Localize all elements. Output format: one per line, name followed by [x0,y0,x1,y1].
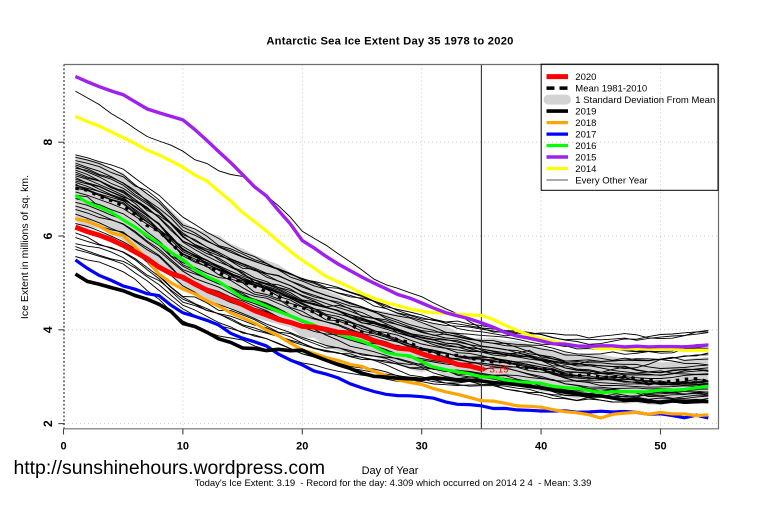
svg-text:2: 2 [41,420,55,427]
svg-text:4: 4 [41,326,55,333]
svg-text:1 Standard Deviation From Mean: 1 Standard Deviation From Mean [575,95,715,106]
svg-text:Mean 1981-2010: Mean 1981-2010 [575,84,647,95]
svg-text:10: 10 [177,440,189,452]
svg-text:40: 40 [535,440,547,452]
svg-text:http://sunshinehours.wordpress: http://sunshinehours.wordpress.com [14,457,325,479]
svg-text:2020: 2020 [575,72,596,83]
svg-text:20: 20 [296,440,308,452]
svg-text:8: 8 [41,139,55,146]
svg-text:3.19: 3.19 [489,365,509,376]
svg-text:2016: 2016 [575,141,596,152]
svg-text:2019: 2019 [575,107,596,118]
svg-text:2017: 2017 [575,130,596,141]
svg-text:2014: 2014 [575,164,596,175]
svg-text:2018: 2018 [575,118,596,129]
svg-text:2015: 2015 [575,152,596,163]
svg-text:Every Other Year: Every Other Year [575,175,647,186]
svg-text:0: 0 [60,440,66,452]
svg-text:6: 6 [41,232,55,239]
svg-text:Day of Year: Day of Year [362,465,419,477]
svg-text:50: 50 [654,440,666,452]
svg-text:30: 30 [416,440,428,452]
svg-text:Antarctic Sea Ice Extent Day 3: Antarctic Sea Ice Extent Day 35 1978 to … [266,36,513,48]
svg-text:Today's Ice Extent: 3.19 - Re: Today's Ice Extent: 3.19 - Record for th… [195,478,592,489]
svg-text:Ice Extent in millions of sq.: Ice Extent in millions of sq. km. [19,175,31,319]
